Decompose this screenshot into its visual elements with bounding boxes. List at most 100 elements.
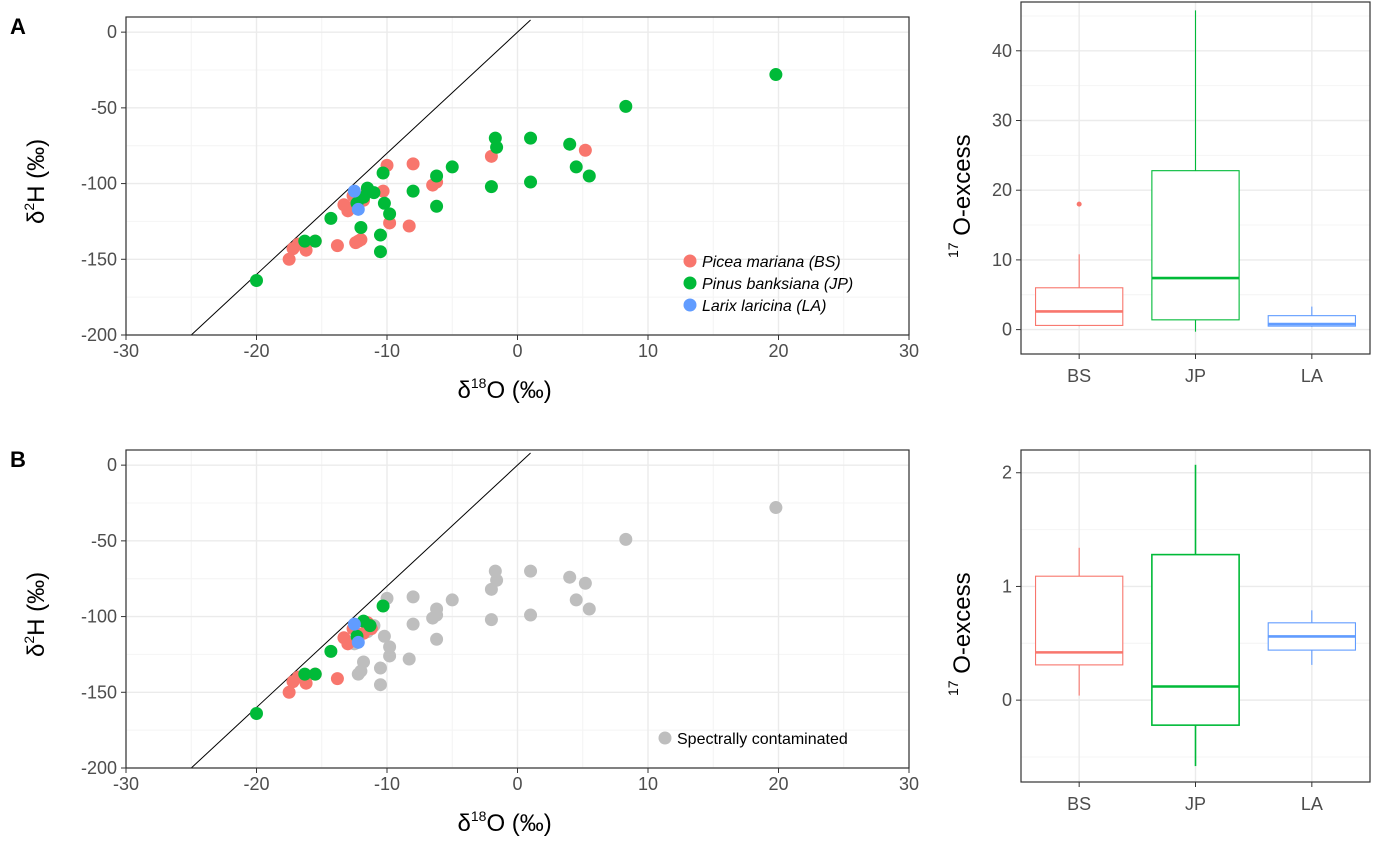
box-LA	[1267, 315, 1357, 327]
y-axis-title-sup: 2	[21, 203, 37, 211]
y-axis-title: 17 O-excess	[945, 572, 976, 696]
x-tick-label: LA	[1301, 794, 1323, 814]
point-JP	[619, 99, 633, 113]
y-tick-label: 2	[1002, 463, 1012, 483]
point-contaminated	[582, 602, 596, 616]
x-tick-label: 10	[638, 341, 658, 361]
point-contaminated	[430, 632, 444, 646]
point-contaminated	[569, 593, 583, 607]
x-axis-title: δ18O (‰)	[458, 808, 552, 837]
legend-label-LA: Larix laricina (LA)	[702, 298, 826, 315]
point-contaminated	[357, 655, 371, 669]
point-JP	[308, 667, 322, 681]
panel-tag-a: A	[10, 14, 26, 39]
y-tick-label: 0	[1002, 690, 1012, 710]
legend-key-JP	[683, 276, 697, 290]
point-LA	[351, 202, 365, 216]
x-tick-label: 10	[638, 774, 658, 794]
y-tick-label: -200	[81, 325, 117, 345]
panel-tag-b: B	[10, 447, 26, 472]
point-contaminated	[769, 501, 783, 515]
point-JP	[376, 166, 390, 180]
point-BS	[341, 637, 355, 651]
y-tick-label: 1	[1002, 576, 1012, 596]
point-JP	[563, 137, 577, 151]
point-JP	[445, 160, 459, 174]
point-contaminated	[445, 593, 459, 607]
x-tick-label: 20	[768, 774, 788, 794]
point-BS	[402, 219, 416, 233]
point-BS	[354, 233, 368, 247]
x-tick-label: 30	[899, 341, 919, 361]
point-BS	[383, 216, 397, 230]
point-BS	[330, 672, 344, 686]
point-contaminated	[383, 640, 397, 654]
y-tick-label: -200	[81, 758, 117, 778]
y-tick-label: -100	[81, 174, 117, 194]
point-BS	[406, 157, 420, 171]
y-tick-label: 40	[992, 41, 1012, 61]
box-JP	[1151, 170, 1240, 321]
legend-key-contaminated	[658, 731, 672, 745]
x-tick-label: JP	[1185, 794, 1206, 814]
x-tick-label: 0	[512, 341, 522, 361]
point-JP	[308, 234, 322, 248]
point-JP	[430, 199, 444, 213]
point-contaminated	[524, 564, 538, 578]
x-axis-title: δ18O (‰)	[458, 375, 552, 404]
point-contaminated	[377, 629, 391, 643]
reference-line	[190, 19, 531, 336]
x-tick-label: 20	[768, 341, 788, 361]
point-contaminated	[430, 608, 444, 622]
legend-key-BS	[683, 254, 697, 268]
y-tick-label: -50	[91, 98, 117, 118]
point-JP	[250, 273, 263, 287]
y-axis-title-main: δ	[23, 211, 50, 224]
point-contaminated	[373, 661, 387, 675]
x-tick-label: 0	[512, 774, 522, 794]
y-axis-title-sup: 17	[945, 242, 961, 258]
x-tick-label: LA	[1301, 366, 1323, 386]
y-axis-title: δ2H (‰)	[21, 139, 50, 224]
x-tick-label: JP	[1185, 366, 1206, 386]
point-JP	[524, 175, 538, 189]
point-JP	[524, 131, 538, 145]
y-axis-title-post: O-excess	[949, 572, 976, 680]
point-JP	[769, 68, 783, 82]
point-contaminated	[406, 617, 420, 631]
x-tick-label: -30	[113, 774, 139, 794]
x-axis-title-post: O (‰)	[486, 377, 551, 404]
point-JP	[367, 186, 381, 200]
point-contaminated	[490, 573, 504, 587]
point-JP	[373, 228, 387, 242]
y-axis-title: δ2H (‰)	[21, 572, 50, 657]
reference-line	[190, 452, 531, 769]
y-tick-label: 0	[107, 22, 117, 42]
point-contaminated	[578, 576, 592, 590]
y-axis-title: 17 O-excess	[945, 134, 976, 258]
y-axis-title-post: H (‰)	[23, 139, 50, 203]
x-tick-label: BS	[1067, 794, 1091, 814]
point-contaminated	[619, 532, 633, 546]
x-tick-label: BS	[1067, 366, 1091, 386]
y-tick-label: 30	[992, 110, 1012, 130]
point-JP	[377, 196, 391, 210]
point-BS	[330, 239, 344, 253]
box-BS	[1034, 287, 1124, 326]
legend-label-BS: Picea mariana (BS)	[702, 254, 841, 271]
outlier-BS	[1076, 201, 1082, 207]
y-axis-title-sup: 17	[945, 680, 961, 696]
point-JP	[373, 245, 387, 259]
legend-label-JP: Pinus banksiana (JP)	[702, 276, 853, 293]
point-LA	[347, 184, 361, 198]
panel-B-box: BS JP LA 0 1 2 17 O-excess	[945, 449, 1371, 814]
point-BS	[282, 685, 296, 699]
x-axis-title-main: δ	[458, 377, 471, 404]
point-contaminated	[563, 570, 577, 584]
point-contaminated	[524, 608, 538, 622]
x-axis-title-sup: 18	[471, 808, 487, 824]
y-tick-label: 0	[1002, 320, 1012, 340]
point-JP	[484, 180, 498, 194]
